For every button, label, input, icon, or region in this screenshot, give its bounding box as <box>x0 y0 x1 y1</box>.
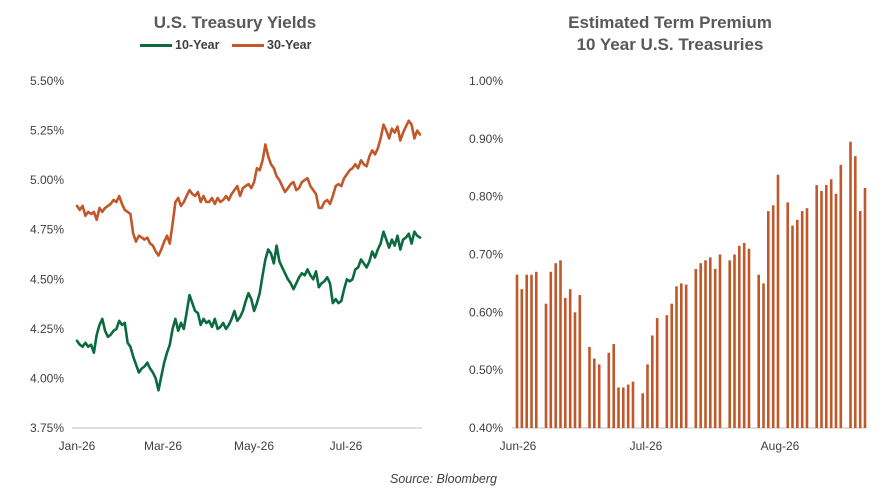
bar <box>757 274 760 428</box>
bar <box>863 188 867 428</box>
y-tick-label: 0.40% <box>469 421 503 435</box>
bar <box>612 344 615 428</box>
bar <box>578 295 582 428</box>
x-tick-label: Mar-26 <box>144 439 182 453</box>
bar <box>593 358 596 428</box>
bar <box>762 283 765 428</box>
bar <box>776 174 780 428</box>
term-premium-title-line-2: 10 Year U.S. Treasuries <box>576 35 764 54</box>
term-premium-chart-title: Estimated Term Premium 10 Year U.S. Trea… <box>470 12 870 56</box>
bar <box>709 257 712 428</box>
y-tick-label: 5.00% <box>30 173 64 187</box>
bar <box>544 303 548 428</box>
bar <box>839 164 843 428</box>
bar <box>525 274 528 428</box>
bar <box>665 315 669 428</box>
bar <box>646 364 649 428</box>
term-premium-title-line-1: Estimated Term Premium <box>568 13 772 32</box>
bar <box>747 248 751 428</box>
bar <box>559 260 562 428</box>
bar <box>796 219 799 428</box>
y-tick-label: 0.50% <box>469 363 503 377</box>
bar <box>631 381 635 428</box>
bar <box>718 254 722 428</box>
bar <box>655 318 659 428</box>
legend-swatch-10-year <box>140 44 172 48</box>
bar <box>825 185 828 428</box>
bar <box>588 347 591 428</box>
bar <box>834 193 838 428</box>
bar <box>771 205 775 428</box>
bar <box>520 289 524 428</box>
yields-legend: 10-Year 30-Year <box>0 38 440 58</box>
bar <box>786 202 789 428</box>
bar <box>568 289 572 428</box>
bar <box>670 303 673 428</box>
y-tick-label: 5.50% <box>30 74 64 88</box>
bar <box>651 335 654 428</box>
bar <box>684 284 688 428</box>
legend-label-30-year: 30-Year <box>267 38 312 52</box>
bar <box>820 190 823 428</box>
bar <box>530 274 533 428</box>
bar <box>728 260 731 428</box>
y-tick-label: 1.00% <box>469 74 503 88</box>
bar <box>805 208 809 428</box>
bar <box>535 271 538 428</box>
y-tick-label: 0.60% <box>469 305 503 319</box>
y-tick-label: 0.80% <box>469 190 503 204</box>
source-note: Source: Bloomberg <box>389 472 497 486</box>
series-line-30-year <box>75 119 422 257</box>
yields-chart-title: U.S. Treasury Yields <box>153 13 317 32</box>
bar <box>573 312 577 428</box>
bar <box>694 269 698 428</box>
series-line-10-year <box>75 230 422 392</box>
y-tick-label: 0.70% <box>469 248 503 262</box>
legend-item-10-year: 10-Year <box>140 38 219 52</box>
bar <box>597 364 601 428</box>
y-tick-label: 4.25% <box>30 322 64 336</box>
bar <box>607 352 611 428</box>
legend-swatch-30-year <box>232 44 264 48</box>
bar <box>800 211 804 428</box>
bar <box>849 141 852 428</box>
bar <box>858 211 862 428</box>
x-tick-label: Jun-26 <box>500 439 537 453</box>
y-tick-label: 4.00% <box>30 371 64 385</box>
bar <box>767 211 770 428</box>
bar <box>815 185 818 428</box>
bar <box>554 263 557 428</box>
bar <box>733 254 736 428</box>
legend-item-30-year: 30-Year <box>232 38 311 52</box>
bar <box>738 245 741 428</box>
bar <box>854 156 857 428</box>
y-tick-label: 4.75% <box>30 223 64 237</box>
bar <box>549 271 553 428</box>
x-tick-label: Jan-26 <box>59 439 96 453</box>
y-tick-label: 0.90% <box>469 132 503 146</box>
y-tick-label: 4.50% <box>30 272 64 286</box>
bar <box>829 179 833 428</box>
y-tick-label: 5.25% <box>30 124 64 138</box>
y-tick-label: 3.75% <box>30 421 64 435</box>
bar <box>564 297 567 428</box>
x-tick-label: Jul-26 <box>630 439 663 453</box>
x-tick-label: May-26 <box>234 439 274 453</box>
bar <box>641 393 644 428</box>
bar <box>713 269 717 428</box>
bar <box>622 387 625 428</box>
bar <box>791 225 794 428</box>
x-tick-label: Aug-26 <box>761 439 800 453</box>
bar <box>675 286 678 428</box>
x-tick-label: Jul-26 <box>330 439 363 453</box>
bar <box>742 242 746 428</box>
bar <box>515 274 519 428</box>
legend-label-10-year: 10-Year <box>175 38 220 52</box>
bar <box>704 260 707 428</box>
bar <box>699 263 702 428</box>
bar <box>680 283 683 428</box>
bar <box>626 384 630 428</box>
bar <box>617 387 620 428</box>
